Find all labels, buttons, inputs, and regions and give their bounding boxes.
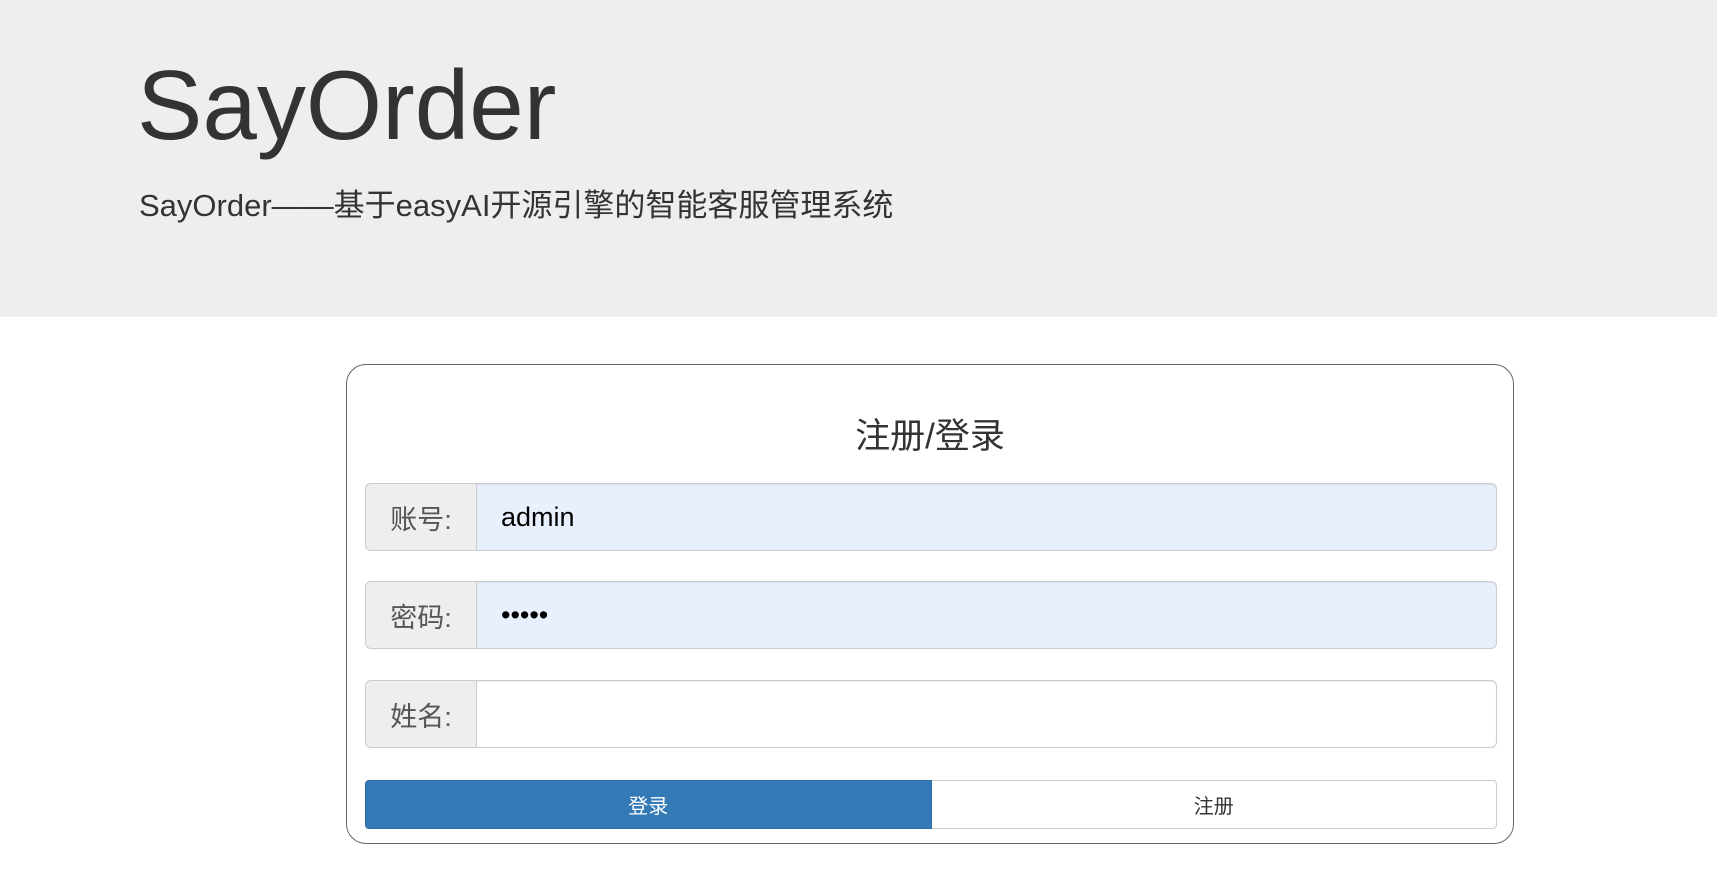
form-title: 注册/登录 bbox=[855, 417, 1005, 456]
account-input[interactable] bbox=[476, 483, 1497, 551]
login-button[interactable]: 登录 bbox=[365, 780, 932, 829]
button-group: 登录 注册 bbox=[365, 780, 1497, 829]
password-input[interactable] bbox=[476, 581, 1497, 649]
name-input[interactable] bbox=[476, 680, 1497, 748]
header-jumbotron: SayOrder SayOrder——基于easyAI开源引擎的智能客服管理系统 bbox=[0, 0, 1717, 317]
account-label: 账号: bbox=[365, 483, 476, 551]
app-subtitle: SayOrder——基于easyAI开源引擎的智能客服管理系统 bbox=[139, 188, 894, 223]
app-title: SayOrder bbox=[137, 50, 557, 160]
name-row: 姓名: bbox=[365, 680, 1497, 748]
login-card bbox=[346, 364, 1514, 844]
account-row: 账号: bbox=[365, 483, 1497, 551]
name-label: 姓名: bbox=[365, 680, 476, 748]
password-row: 密码: bbox=[365, 581, 1497, 649]
password-label: 密码: bbox=[365, 581, 476, 649]
register-button[interactable]: 注册 bbox=[931, 780, 1497, 829]
